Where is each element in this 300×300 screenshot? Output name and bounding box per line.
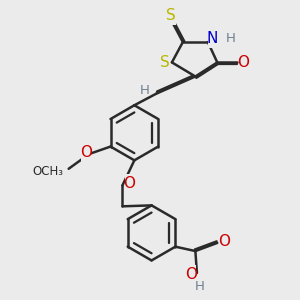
Text: O: O <box>238 55 250 70</box>
Text: S: S <box>166 8 176 23</box>
Text: N: N <box>207 31 218 46</box>
Text: H: H <box>226 32 236 45</box>
Text: OCH₃: OCH₃ <box>32 165 63 178</box>
Text: S: S <box>160 55 170 70</box>
Text: H: H <box>140 84 149 97</box>
Text: O: O <box>218 234 230 249</box>
Text: O: O <box>185 267 197 282</box>
Text: O: O <box>80 145 92 160</box>
Text: O: O <box>123 176 135 191</box>
Text: H: H <box>194 280 204 293</box>
